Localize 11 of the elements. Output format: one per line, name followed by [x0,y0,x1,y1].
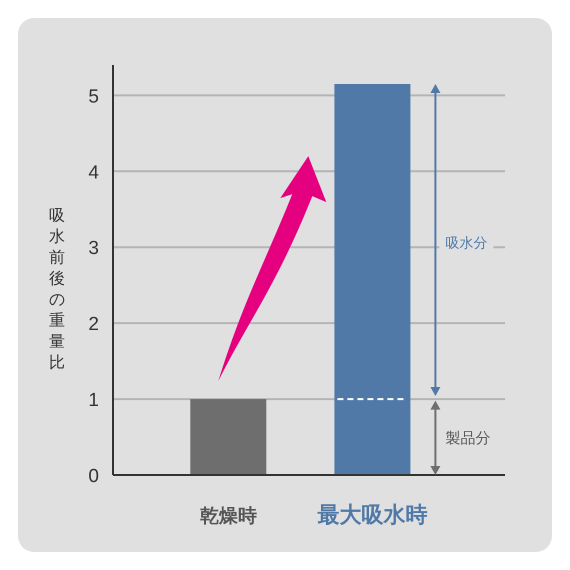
y-tick-label: 5 [88,86,99,108]
y-tick-label: 2 [88,314,99,336]
annotation: 製品分 [445,430,490,448]
x-tick-label: 最大吸水時 [316,502,428,527]
x-tick-label: 乾燥時 [200,505,257,527]
y-axis-title: 吸水前後の重量比 [49,208,65,372]
y-tick-label: 3 [88,238,99,260]
y-tick-label: 4 [88,162,100,184]
annotation: 吸水分 [445,234,488,251]
y-tick-label: 0 [88,466,99,487]
y-tick-label: 1 [88,390,99,412]
